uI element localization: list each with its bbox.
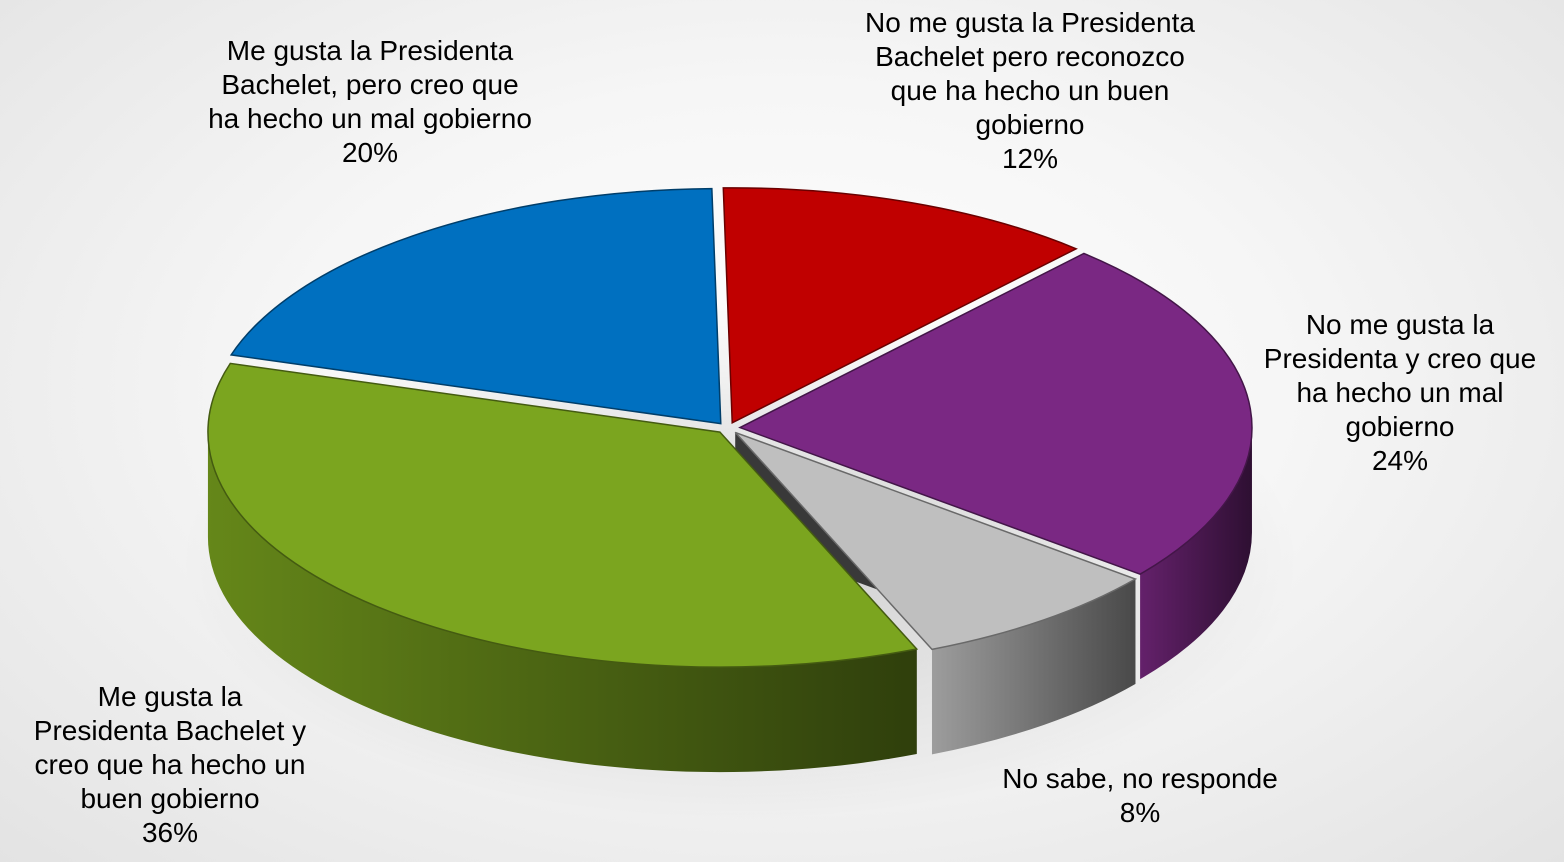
slice-label-line: Bachelet, pero creo que <box>221 69 519 100</box>
slice-label-line: ha hecho un mal <box>1296 377 1504 408</box>
slice-label-line: Me gusta la <box>97 681 243 712</box>
slice-label-line: Presidenta Bachelet y <box>33 715 307 746</box>
slice-label-line: Me gusta la Presidenta <box>226 35 514 66</box>
slice-label-line: No sabe, no responde <box>1002 763 1278 794</box>
pie-slice-2 <box>738 252 1253 575</box>
pie-slice-5 <box>229 187 722 425</box>
slice-label-line: buen gobierno <box>80 783 260 814</box>
slice-label: No sabe, no responde 8% <box>955 762 1325 830</box>
slice-label-line: gobierno <box>1345 411 1455 442</box>
slice-value-label: 8% <box>1119 797 1161 828</box>
slice-label-line: Bachelet pero reconozco <box>875 41 1185 72</box>
pie-tops <box>207 187 1253 668</box>
slice-label-line: creo que ha hecho un <box>34 749 306 780</box>
slice-label-line: ha hecho un mal gobierno <box>208 103 532 134</box>
pie-slice-side <box>1140 427 1252 680</box>
slice-label-line: No me gusta la Presidenta <box>865 7 1195 38</box>
pie-slice-4 <box>207 362 919 668</box>
pie-slice-side <box>931 579 1136 755</box>
slice-label: Me gusta la Presidenta Bachelet y creo que… <box>0 680 340 850</box>
slice-value-label: 20% <box>341 137 399 168</box>
pie-slice-1 <box>722 187 1078 425</box>
slice-label-line: No me gusta la <box>1305 309 1495 340</box>
pie-slice-3 <box>734 431 1138 651</box>
slice-value-label: 24% <box>1371 445 1429 476</box>
slice-value-label: 12% <box>1001 143 1059 174</box>
slice-label: Me gusta la Presidenta Bachelet, pero cre… <box>165 34 575 170</box>
slice-value-label: 36% <box>141 817 199 848</box>
slice-label: No me gusta la Presidenta Bachelet pero r… <box>815 6 1245 176</box>
pie-slice-side <box>207 432 917 773</box>
slice-label-line: Presidenta y creo que <box>1263 343 1537 374</box>
slice-label-line: gobierno <box>975 109 1085 140</box>
slice-label-line: que ha hecho un buen <box>890 75 1170 106</box>
slice-label: No me gusta la Presidenta y creo que ha he… <box>1235 308 1564 478</box>
